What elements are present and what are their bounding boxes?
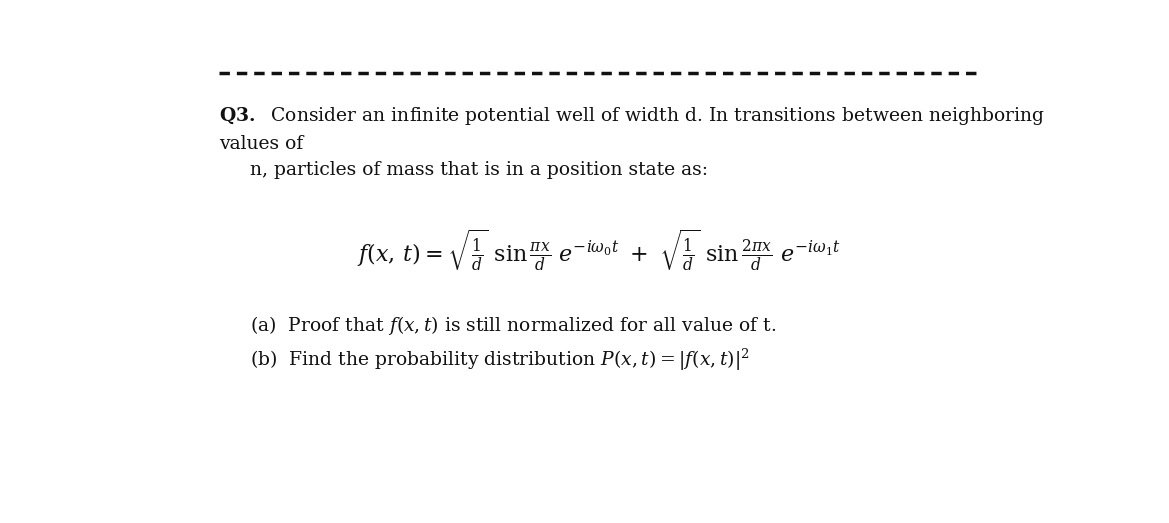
Text: (b)  Find the probability distribution $P(x, t) = |f(x, t)|^2$: (b) Find the probability distribution $P… — [250, 347, 750, 373]
Text: $\mathbf{Q3.}$  Consider an infinite potential well of width d. In transitions b: $\mathbf{Q3.}$ Consider an infinite pote… — [219, 105, 1045, 127]
Text: $f(x,\, t) = \sqrt{\frac{1}{d}}\ \sin\frac{\pi x}{d}\ e^{-i\omega_0 t}\ +\ \sqrt: $f(x,\, t) = \sqrt{\frac{1}{d}}\ \sin\fr… — [358, 228, 841, 273]
Text: (a)  Proof that $f(x, t)$ is still normalized for all value of t.: (a) Proof that $f(x, t)$ is still normal… — [250, 314, 776, 337]
Text: n, particles of mass that is in a position state as:: n, particles of mass that is in a positi… — [250, 162, 708, 179]
Text: values of: values of — [219, 135, 303, 153]
